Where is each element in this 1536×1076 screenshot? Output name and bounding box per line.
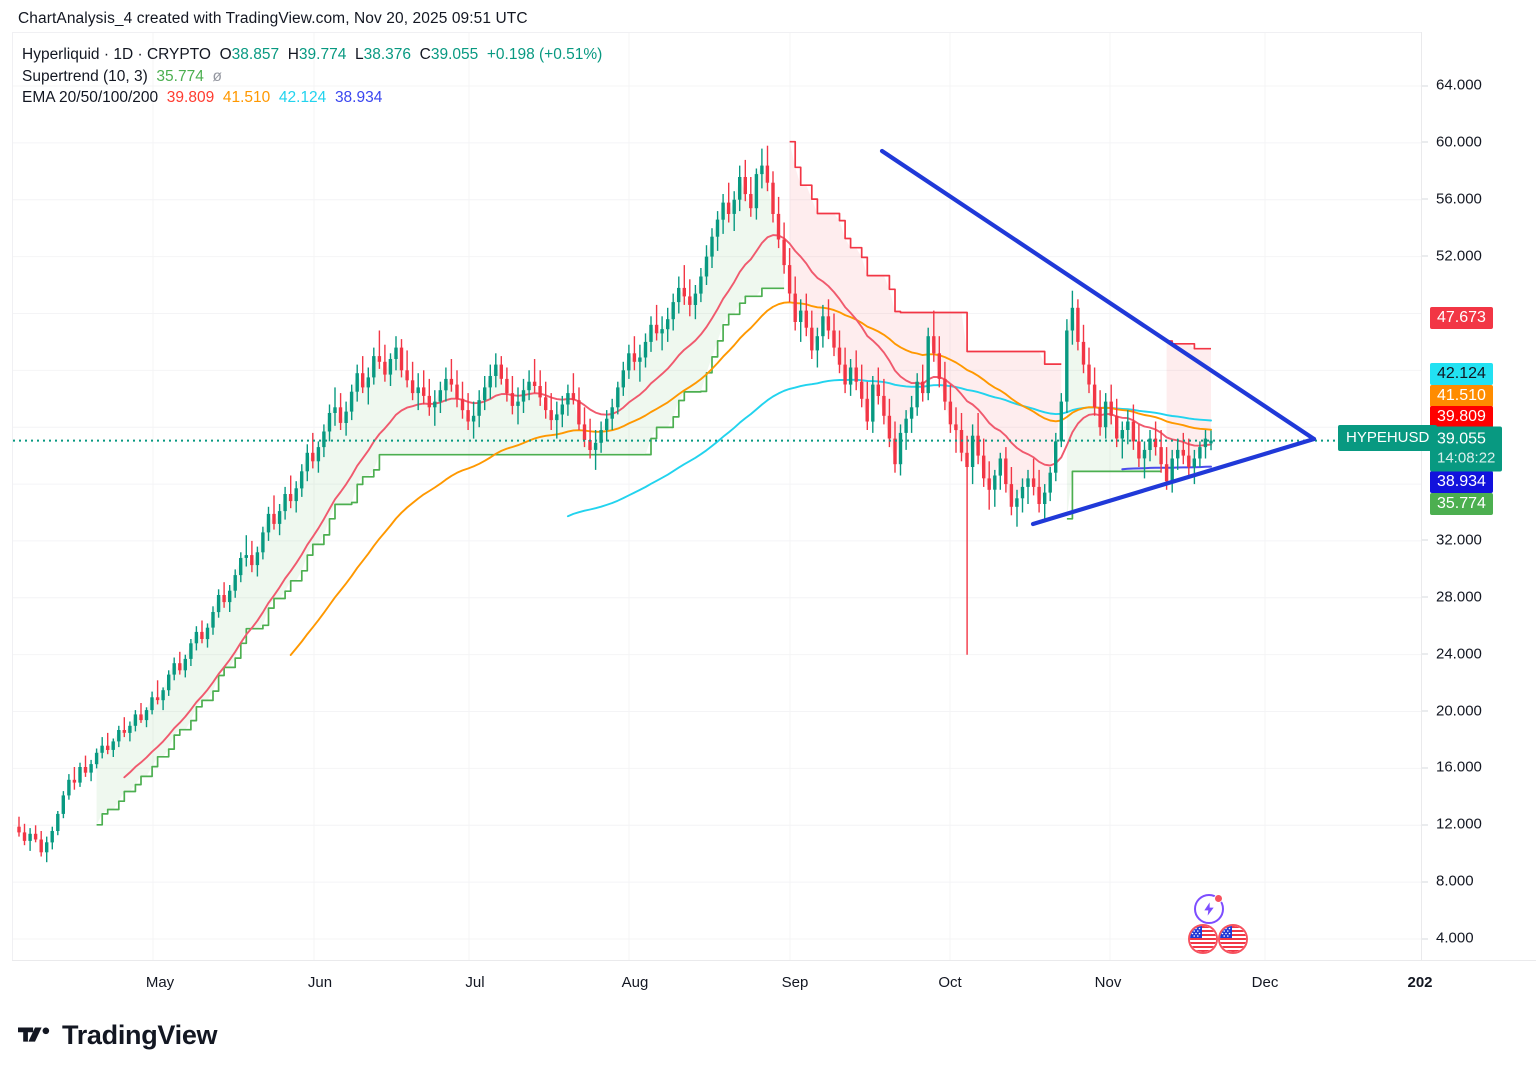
- triangle-pattern-annotation: [879, 148, 1317, 527]
- ema20b-price-label[interactable]: 39.809: [1430, 406, 1493, 428]
- time-tick-dec: Dec: [1251, 974, 1279, 991]
- chart-legend: Hyperliquid · 1D · CRYPTO O38.857 H39.77…: [22, 44, 602, 109]
- ohlc-change-value: +0.198 (+0.51%): [486, 46, 603, 63]
- legend-interval[interactable]: 1D: [113, 46, 134, 63]
- ohlc-low-label: L: [354, 46, 364, 63]
- price-tick-60-000: 60.000: [1422, 133, 1482, 151]
- current-price-value: 39.055: [1437, 430, 1486, 448]
- ema200-price-label[interactable]: 38.934: [1430, 471, 1493, 493]
- price-tick-28-000: 28.000: [1422, 588, 1482, 606]
- ohlc-low-value: 38.376: [363, 46, 411, 63]
- price-tick-20-000: 20.000: [1422, 702, 1482, 720]
- supertrend-name[interactable]: Supertrend (10, 3): [22, 67, 148, 85]
- us-flag-icon[interactable]: [1218, 924, 1248, 954]
- time-tick-may: May: [145, 974, 175, 991]
- chart-plot-area[interactable]: [12, 32, 1422, 961]
- attribution-text: ChartAnalysis_4 created with TradingView…: [18, 10, 528, 27]
- ema20-value: 39.809: [166, 89, 215, 106]
- supertrend-price-label[interactable]: 35.774: [1430, 493, 1493, 515]
- chart-svg: [13, 33, 1422, 961]
- price-axis[interactable]: 64.000 60.000 56.000 52.000 32.000 28.000 24.0…: [1421, 32, 1536, 960]
- supertrend-value: 35.774: [156, 67, 204, 85]
- ohlc-high-label: H: [287, 46, 299, 63]
- economic-event-lightning[interactable]: [1194, 894, 1224, 924]
- tradingview-footer: TradingView: [18, 1020, 218, 1051]
- ema200-value: 38.934: [334, 89, 383, 106]
- ema-name[interactable]: EMA 20/50/100/200: [22, 89, 159, 106]
- ema20-line: [123, 234, 1212, 779]
- ohlc-close-value: 39.055: [430, 46, 479, 63]
- ohlc-open-value: 38.857: [231, 46, 280, 63]
- us-flag-event-2[interactable]: [1218, 924, 1248, 954]
- ema50-value: 41.510: [222, 89, 271, 106]
- time-tick-jun: Jun: [307, 974, 333, 991]
- ema50-line: [289, 301, 1212, 656]
- legend-ema-row[interactable]: EMA 20/50/100/200 39.809 41.510 42.124 3…: [22, 87, 602, 109]
- legend-sep-1: ·: [99, 46, 114, 63]
- ema100-value: 42.124: [278, 89, 327, 106]
- ema50-price-label[interactable]: 41.510: [1430, 385, 1493, 407]
- candlestick-series: [17, 145, 1213, 863]
- event-alert-dot: [1214, 894, 1223, 903]
- us-flag-event-1[interactable]: [1188, 924, 1218, 954]
- price-tick-8-000: 8.000: [1422, 872, 1474, 890]
- time-tick-sep: Sep: [781, 974, 809, 991]
- time-tick-nov: Nov: [1094, 974, 1122, 991]
- tradingview-logo-icon: [18, 1027, 50, 1042]
- price-tick-4-000: 4.000: [1422, 929, 1474, 947]
- time-tick-oct: Oct: [938, 974, 962, 991]
- us-flag-icon[interactable]: [1188, 924, 1218, 954]
- legend-symbol-row[interactable]: Hyperliquid · 1D · CRYPTO O38.857 H39.77…: [22, 44, 602, 66]
- price-tick-52-000: 52.000: [1422, 247, 1482, 265]
- ohlc-open-label: O: [219, 46, 232, 63]
- price-tick-24-000: 24.000: [1422, 645, 1482, 663]
- price-tick-64-000: 64.000: [1422, 76, 1482, 94]
- time-tick-jul: Jul: [465, 974, 485, 991]
- price-tick-12-000: 12.000: [1422, 815, 1482, 833]
- symbol-price-flag[interactable]: HYPEHUSD: [1338, 425, 1438, 451]
- legend-sep-2: ·: [133, 46, 147, 63]
- supertrend-extra-icon: ø: [212, 67, 222, 85]
- time-tick-aug: Aug: [621, 974, 649, 991]
- price-tick-56-000: 56.000: [1422, 190, 1482, 208]
- lightning-icon[interactable]: [1194, 894, 1224, 924]
- time-tick-202: 202: [1407, 974, 1433, 991]
- ohlc-close-label: C: [419, 46, 431, 63]
- legend-supertrend-row[interactable]: Supertrend (10, 3) 35.774 ø: [22, 66, 602, 88]
- ohlc-high-value: 39.774: [298, 46, 347, 63]
- time-axis[interactable]: May Jun Jul Aug Sep Oct Nov Dec 202: [12, 960, 1536, 1000]
- gridlines: [13, 33, 1422, 961]
- tradingview-wordmark: TradingView: [62, 1020, 218, 1050]
- price-tick-32-000: 32.000: [1422, 531, 1482, 549]
- ema20-price-label[interactable]: 47.673: [1430, 307, 1493, 329]
- legend-symbol[interactable]: Hyperliquid: [22, 46, 100, 63]
- ema100-price-label[interactable]: 42.124: [1430, 363, 1493, 385]
- current-price-label[interactable]: 39.055 14:08:22: [1430, 426, 1503, 472]
- current-price-countdown: 14:08:22: [1437, 449, 1496, 467]
- price-tick-16-000: 16.000: [1422, 758, 1482, 776]
- legend-exchange: CRYPTO: [146, 46, 211, 63]
